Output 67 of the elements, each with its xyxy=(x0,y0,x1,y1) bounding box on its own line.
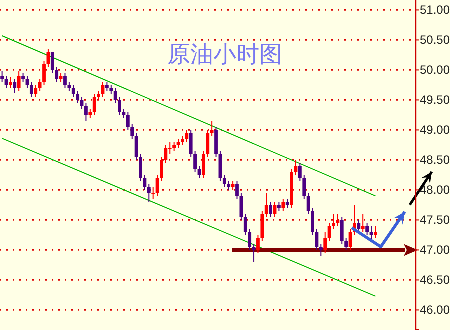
candlestick xyxy=(264,192,268,218)
candlestick xyxy=(374,226,378,239)
candlestick xyxy=(344,238,348,251)
candlestick xyxy=(72,84,76,98)
candlestick xyxy=(84,102,88,122)
candlestick xyxy=(9,76,12,89)
candlestick xyxy=(34,84,38,98)
y-tick-label: 49.50 xyxy=(420,93,450,108)
y-tick-label: 47.50 xyxy=(420,213,450,228)
candlestick xyxy=(17,70,21,92)
candlestick xyxy=(194,150,197,173)
candlestick xyxy=(152,186,156,200)
candlestick xyxy=(306,192,310,215)
candlestick xyxy=(340,216,344,245)
candlestick xyxy=(269,202,273,218)
candlestick xyxy=(222,174,226,188)
y-tick-label: 49.00 xyxy=(420,123,450,138)
candlestick xyxy=(50,52,54,74)
candlestick xyxy=(126,112,130,131)
candlestick xyxy=(202,150,206,179)
candlestick xyxy=(324,232,328,254)
candlestick xyxy=(236,180,239,200)
candlestick xyxy=(76,90,80,104)
candlestick xyxy=(210,120,214,137)
candlestick xyxy=(55,66,59,83)
y-tick-label: 48.00 xyxy=(420,183,450,198)
candlestick xyxy=(13,78,17,94)
candlestick xyxy=(319,244,323,257)
y-tick-label: 46.50 xyxy=(420,273,450,288)
candlestick xyxy=(0,70,4,83)
candlestick xyxy=(30,82,34,98)
candlestick xyxy=(282,198,286,212)
candlestick xyxy=(214,126,218,158)
y-tick-label: 50.50 xyxy=(420,33,450,48)
candlestick xyxy=(114,88,118,104)
y-tick-label: 50.00 xyxy=(420,63,450,78)
candlestick xyxy=(64,72,67,89)
candlestick xyxy=(260,210,264,242)
candlestick xyxy=(189,130,193,158)
y-tick-label: 46.00 xyxy=(420,303,450,318)
candlestick xyxy=(92,94,96,116)
candlestick xyxy=(311,208,314,236)
candlestick xyxy=(185,130,189,143)
candlestick xyxy=(332,214,336,230)
candlestick xyxy=(206,130,210,158)
text: 原油小时图 xyxy=(168,42,282,68)
candlestick xyxy=(130,124,134,140)
y-tick-label: 48.50 xyxy=(420,153,450,168)
candlestick xyxy=(256,234,260,254)
candlestick xyxy=(357,220,361,233)
y-tick-label: 47.00 xyxy=(420,243,450,258)
candlestick xyxy=(361,214,365,233)
candlestick xyxy=(118,96,122,116)
candlestick xyxy=(302,174,306,200)
candlestick xyxy=(336,214,340,227)
candlestick xyxy=(366,222,369,236)
candlestick xyxy=(160,156,164,182)
candlestick xyxy=(244,214,248,236)
candlestick xyxy=(164,144,168,164)
y-tick-label: 51.00 xyxy=(420,3,450,18)
candlestick xyxy=(147,184,151,203)
candlestick xyxy=(248,228,252,251)
candlestick xyxy=(38,78,42,92)
candlestick xyxy=(134,132,138,161)
candlestick xyxy=(298,162,302,182)
candlestick xyxy=(240,192,244,221)
candlestick xyxy=(42,60,46,86)
